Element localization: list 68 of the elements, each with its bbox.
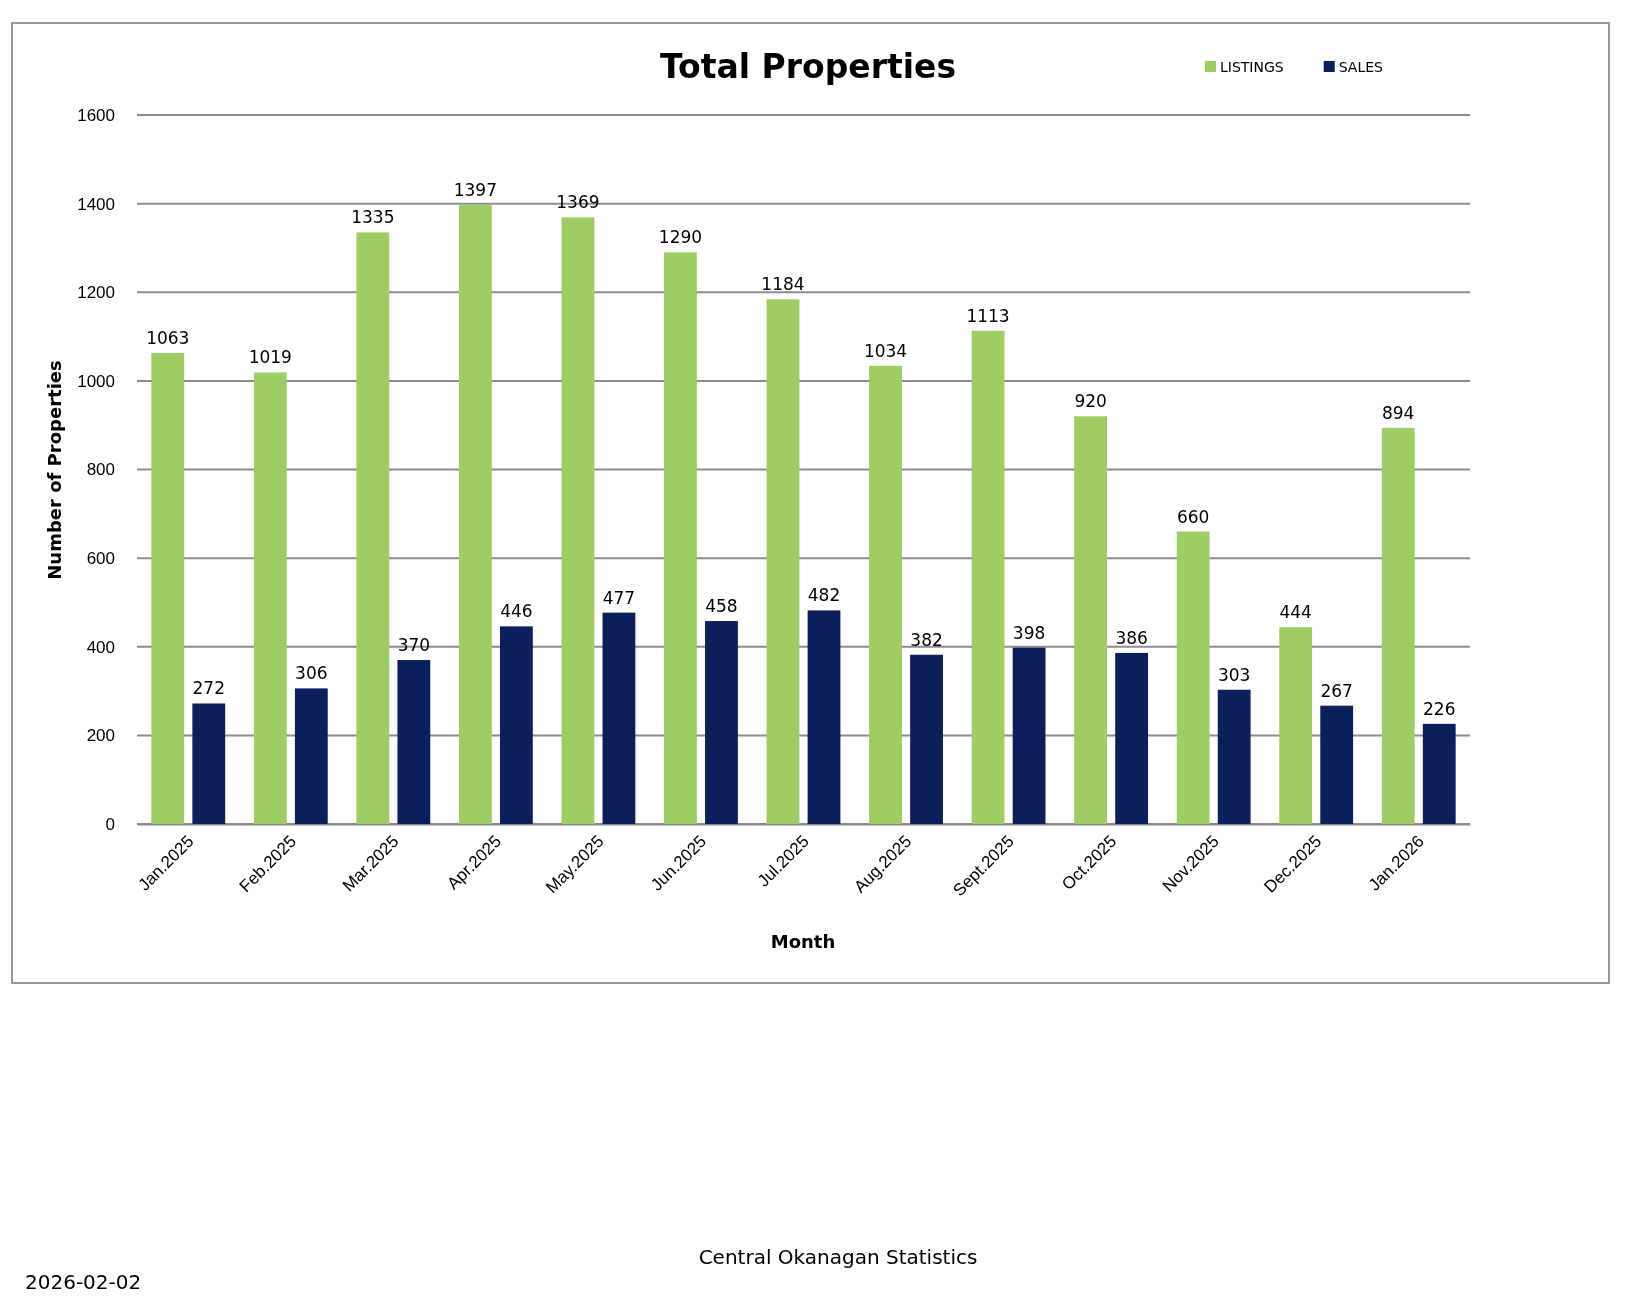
data-label: 477 [602,587,636,608]
y-tick-label: 0 [105,814,115,834]
data-label: 1019 [248,347,292,368]
data-label: 1063 [146,327,190,348]
bar [1176,531,1210,824]
y-tick-label: 1400 [77,194,115,214]
bar [705,621,738,824]
bar [1422,723,1456,824]
bar [356,232,390,824]
data-label: 1335 [351,207,395,228]
bar [1217,689,1251,824]
data-label: 482 [807,585,841,606]
bar [869,365,902,824]
y-tick-label: 200 [86,726,115,746]
bar [910,654,943,824]
bar [151,352,185,824]
y-tick-label: 400 [86,637,115,657]
bar [664,252,697,824]
bar [1381,427,1415,824]
bar [499,626,533,824]
data-label: 226 [1423,698,1456,719]
data-label: 1184 [761,274,805,295]
data-label: 272 [192,678,225,699]
bar [1074,416,1108,824]
bar [458,204,492,824]
y-tick-label: 800 [86,460,115,480]
data-label: 370 [397,635,431,656]
bar [1279,627,1313,824]
data-label: 444 [1279,602,1312,623]
data-label: 267 [1320,680,1353,701]
bar [766,299,800,824]
legend-label: SALES [1338,59,1384,75]
bar [397,660,431,824]
bar [294,688,328,824]
text: 2026-02-02 [25,1270,142,1294]
data-label: 920 [1074,391,1107,412]
data-label: 660 [1176,506,1210,527]
data-label: 398 [1012,622,1046,643]
data-label: 386 [1115,627,1148,648]
data-label: 382 [910,629,943,650]
bar [971,330,1005,824]
y-axis-title: Number of Properties [44,360,65,580]
text: Central Okanagan Statistics [698,1245,978,1269]
data-label: 1034 [863,340,908,361]
data-label: 1290 [658,227,703,248]
data-label: 1369 [556,192,600,213]
data-label: 1113 [966,305,1010,326]
y-tick-label: 600 [86,549,115,569]
data-label: 303 [1217,664,1251,685]
bar [1320,705,1354,824]
bar [807,610,841,824]
bar [253,372,287,824]
bar [192,703,226,824]
bar [1115,652,1149,824]
legend-label: LISTINGS [1220,59,1284,75]
y-tick-label: 1600 [77,105,115,125]
y-tick-label: 1200 [77,283,115,303]
y-tick-label: 1000 [77,371,115,391]
data-label: 894 [1382,402,1415,423]
bar [1012,647,1046,824]
data-label: 1397 [453,179,498,200]
data-label: 306 [295,663,328,684]
data-label: 446 [500,601,533,622]
chart-title: Total Properties [659,47,957,86]
bar [561,217,595,824]
bar [602,612,636,824]
data-label: 458 [705,596,738,617]
x-axis-title: Month [770,931,836,952]
